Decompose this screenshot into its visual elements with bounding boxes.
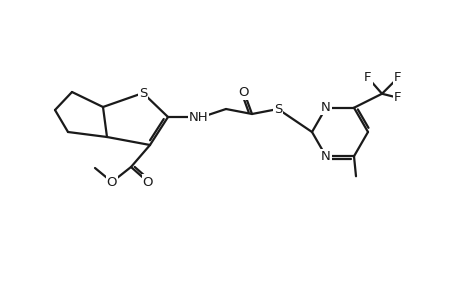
Text: NH: NH bbox=[189, 110, 208, 124]
Text: O: O bbox=[238, 85, 249, 98]
Text: F: F bbox=[393, 91, 401, 104]
Text: F: F bbox=[393, 71, 401, 84]
Text: N: N bbox=[320, 150, 330, 163]
Text: N: N bbox=[320, 101, 330, 114]
Text: S: S bbox=[273, 103, 281, 116]
Text: S: S bbox=[139, 86, 147, 100]
Text: F: F bbox=[364, 71, 371, 84]
Text: O: O bbox=[142, 176, 153, 188]
Text: O: O bbox=[106, 176, 117, 188]
